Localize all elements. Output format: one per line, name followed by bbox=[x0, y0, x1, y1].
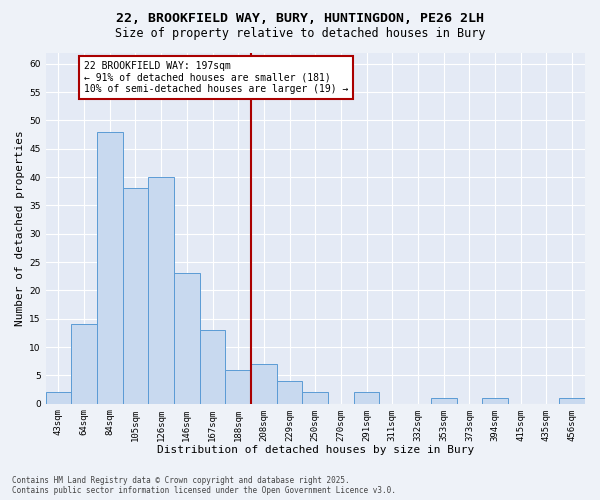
Bar bbox=[174, 274, 200, 404]
Bar bbox=[122, 188, 148, 404]
Bar bbox=[354, 392, 379, 404]
Bar bbox=[277, 381, 302, 404]
Bar bbox=[302, 392, 328, 404]
Bar bbox=[200, 330, 226, 404]
Text: Contains HM Land Registry data © Crown copyright and database right 2025.
Contai: Contains HM Land Registry data © Crown c… bbox=[12, 476, 396, 495]
Text: 22, BROOKFIELD WAY, BURY, HUNTINGDON, PE26 2LH: 22, BROOKFIELD WAY, BURY, HUNTINGDON, PE… bbox=[116, 12, 484, 26]
Bar bbox=[431, 398, 457, 404]
X-axis label: Distribution of detached houses by size in Bury: Distribution of detached houses by size … bbox=[157, 445, 474, 455]
Bar bbox=[251, 364, 277, 404]
Text: Size of property relative to detached houses in Bury: Size of property relative to detached ho… bbox=[115, 28, 485, 40]
Y-axis label: Number of detached properties: Number of detached properties bbox=[15, 130, 25, 326]
Bar bbox=[482, 398, 508, 404]
Bar bbox=[226, 370, 251, 404]
Text: 22 BROOKFIELD WAY: 197sqm
← 91% of detached houses are smaller (181)
10% of semi: 22 BROOKFIELD WAY: 197sqm ← 91% of detac… bbox=[84, 61, 349, 94]
Bar bbox=[46, 392, 71, 404]
Bar bbox=[71, 324, 97, 404]
Bar bbox=[148, 177, 174, 404]
Bar bbox=[559, 398, 585, 404]
Bar bbox=[97, 132, 122, 404]
